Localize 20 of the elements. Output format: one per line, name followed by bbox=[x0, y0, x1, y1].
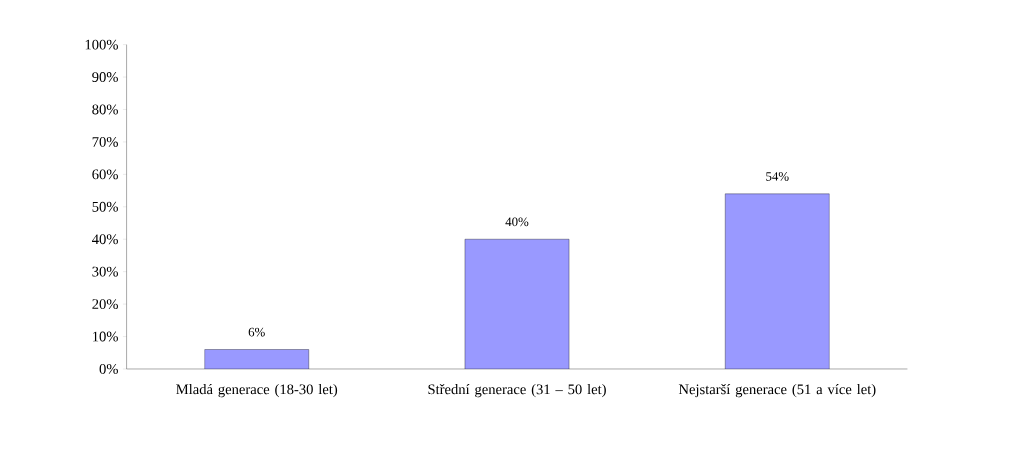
y-tick-label: 90% bbox=[92, 72, 118, 83]
x-tick-label: Střední generace (31 – 50 let) bbox=[428, 384, 606, 398]
y-tick-label: 40% bbox=[92, 234, 118, 245]
y-tick-label: 0% bbox=[99, 364, 118, 375]
y-tick-label: 100% bbox=[85, 39, 118, 50]
data-label: 6% bbox=[248, 327, 265, 337]
data-label: 54% bbox=[766, 172, 789, 181]
data-label: 40% bbox=[505, 217, 529, 227]
y-tick-label: 70% bbox=[92, 137, 118, 148]
bar bbox=[725, 193, 830, 370]
y-tick-label: 50% bbox=[92, 202, 118, 212]
y-tick-label: 30% bbox=[92, 266, 118, 277]
bar bbox=[204, 349, 309, 370]
x-tick-label: Nejstarší generace (51 a více let) bbox=[678, 384, 876, 398]
y-tick-label: 80% bbox=[92, 104, 118, 115]
y-tick-label: 60% bbox=[92, 169, 118, 180]
bar bbox=[464, 239, 570, 370]
x-tick-label: Mladá generace (18-30 let) bbox=[176, 384, 338, 398]
y-tick-label: 10% bbox=[93, 331, 118, 342]
y-tick-label: 20% bbox=[92, 299, 118, 310]
